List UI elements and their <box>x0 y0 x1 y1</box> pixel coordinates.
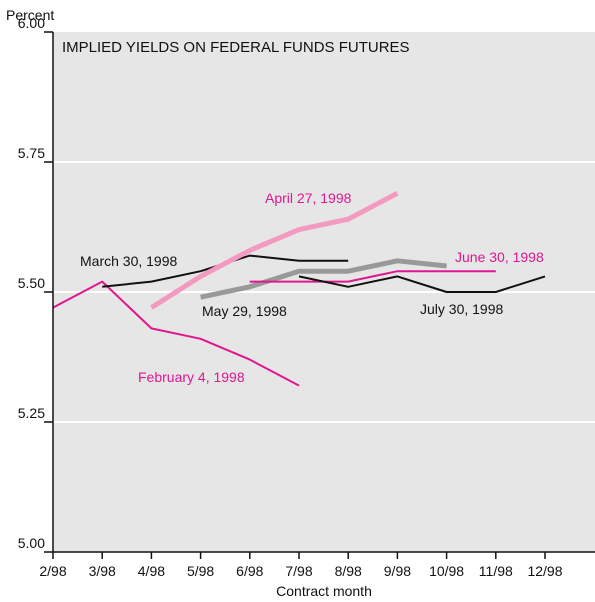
x-axis-label: Contract month <box>276 583 372 599</box>
series-label: July 30, 1998 <box>420 301 503 317</box>
x-tick-label: 12/98 <box>527 563 562 579</box>
x-tick-label: 3/98 <box>89 563 116 579</box>
series-label: April 27, 1998 <box>265 190 352 206</box>
x-tick-label: 8/98 <box>335 563 362 579</box>
series-line <box>52 280 300 387</box>
series-line <box>200 258 447 300</box>
x-tick-label: 2/98 <box>39 563 66 579</box>
x-tick-label: 4/98 <box>138 563 165 579</box>
series-label: February 4, 1998 <box>138 369 245 385</box>
series-line <box>150 190 399 310</box>
series-line <box>298 275 546 293</box>
x-tick-label: 5/98 <box>187 563 214 579</box>
y-tick-label: 5.50 <box>18 275 45 291</box>
series-line <box>249 270 496 283</box>
series-label: June 30, 1998 <box>455 249 544 265</box>
y-tick-label: 5.00 <box>18 535 45 551</box>
x-tick-label: 10/98 <box>429 563 464 579</box>
series-label: March 30, 1998 <box>80 253 177 269</box>
grid <box>53 161 595 423</box>
lines <box>52 190 546 387</box>
x-tick-label: 6/98 <box>236 563 263 579</box>
x-tick-label: 7/98 <box>285 563 312 579</box>
y-tick-label: 5.75 <box>18 145 45 161</box>
x-tick-label: 11/98 <box>479 563 513 579</box>
chart-title: IMPLIED YIELDS ON FEDERAL FUNDS FUTURES <box>62 39 410 56</box>
x-tick-label: 9/98 <box>384 563 411 579</box>
y-tick-label: 5.25 <box>18 405 45 421</box>
series-label: May 29, 1998 <box>202 303 287 319</box>
y-tick-label: 6.00 <box>18 15 45 31</box>
y-axis-label: Percent <box>6 7 54 23</box>
